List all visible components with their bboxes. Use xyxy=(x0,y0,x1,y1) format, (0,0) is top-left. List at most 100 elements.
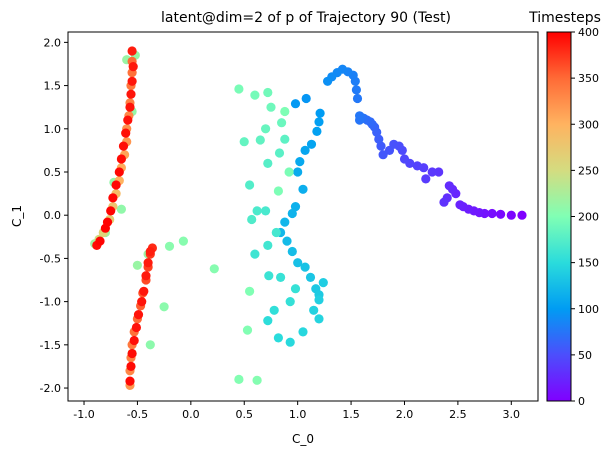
scatter-point xyxy=(517,210,527,220)
x-axis-label: C_0 xyxy=(292,432,314,446)
scatter-point xyxy=(118,141,129,151)
colorbar-tick-label: 0 xyxy=(578,395,585,408)
x-tick-label: -1.0 xyxy=(73,408,94,421)
scatter-point xyxy=(245,180,255,190)
scatter-point xyxy=(116,204,126,214)
scatter-point xyxy=(106,206,116,216)
scatter-point xyxy=(127,348,137,359)
scatter-point xyxy=(300,145,310,155)
scatter-point xyxy=(261,124,271,134)
scatter-point xyxy=(421,174,431,184)
scatter-point xyxy=(263,87,273,98)
scatter-point xyxy=(269,305,279,315)
scatter-point xyxy=(309,305,319,315)
colorbar-tick-label: 200 xyxy=(578,211,599,224)
colorbar-label: Timesteps xyxy=(528,10,601,26)
scatter-point xyxy=(293,258,303,268)
scatter-point xyxy=(351,85,361,95)
x-tick-label: 0.0 xyxy=(182,408,200,421)
scatter-point xyxy=(121,128,131,138)
scatter-point xyxy=(252,206,262,216)
scatter-point xyxy=(264,271,274,281)
scatter-point xyxy=(127,46,137,56)
scatter-point xyxy=(280,217,290,227)
scatter-point xyxy=(352,93,363,104)
scatter-point xyxy=(427,167,437,177)
colorbar-tick-label: 250 xyxy=(578,164,599,177)
scatter-point xyxy=(255,135,265,145)
colorbar xyxy=(546,31,572,402)
scatter-point xyxy=(126,361,136,371)
y-tick-label: -1.5 xyxy=(40,339,61,352)
scatter-point xyxy=(314,314,324,324)
scatter-point xyxy=(506,210,516,220)
scatter-point xyxy=(439,197,449,207)
colorbar-tick-label: 300 xyxy=(578,118,599,131)
y-tick-label: -2.0 xyxy=(40,382,61,395)
scatter-point xyxy=(412,161,422,171)
scatter-point xyxy=(159,302,169,312)
scatter-point xyxy=(315,108,325,118)
scatter-point xyxy=(145,246,155,257)
colorbar-tick-label: 350 xyxy=(578,72,599,85)
scatter-point xyxy=(178,236,188,246)
colorbar-ticks: 0 50 100 150 200 250 300 350 400 xyxy=(571,26,599,408)
scatter-point xyxy=(285,337,295,347)
scatter-point xyxy=(277,118,287,128)
scatter-point xyxy=(95,236,105,246)
scatter-point xyxy=(434,167,444,177)
points-layer xyxy=(90,46,527,390)
x-tick-label: 0.5 xyxy=(236,408,254,421)
scatter-point xyxy=(455,200,465,210)
y-tick-label: 1.0 xyxy=(44,123,62,136)
scatter-point xyxy=(355,111,365,121)
x-tick-label: 1.5 xyxy=(342,408,360,421)
scatter-point xyxy=(234,84,244,94)
scatter-point xyxy=(290,202,301,212)
scatter-point xyxy=(306,139,317,149)
scatter-point xyxy=(245,286,255,296)
x-tick-label: -0.5 xyxy=(127,408,148,421)
scatter-point xyxy=(273,333,283,343)
scatter-point xyxy=(145,340,155,350)
scatter-point xyxy=(276,272,286,282)
scatter-point xyxy=(314,117,324,127)
scatter-point xyxy=(128,62,138,72)
scatter-point xyxy=(263,158,273,168)
scatter-point xyxy=(444,181,454,191)
scatter-point xyxy=(131,322,141,333)
scatter-point xyxy=(125,102,135,112)
scatter-point xyxy=(239,137,249,147)
scatter-point xyxy=(137,297,147,307)
scatter-point xyxy=(116,154,126,164)
scatter-point xyxy=(287,246,297,257)
scatter-point xyxy=(164,241,175,251)
scatter-point xyxy=(132,260,142,270)
y-tick-label: 0.5 xyxy=(44,166,62,179)
scatter-point xyxy=(114,167,124,177)
scatter-point xyxy=(496,209,506,219)
colorbar-tick-label: 150 xyxy=(578,257,599,270)
scatter-point xyxy=(247,214,257,225)
scatter-point xyxy=(111,180,121,190)
plot-frame xyxy=(67,31,539,402)
scatter-point xyxy=(133,310,144,320)
y-axis-ticks: -2.0 -1.5 -1.0 -0.5 0.0 0.5 1.0 1.5 2.0 xyxy=(40,36,68,395)
scatter-point xyxy=(263,240,273,250)
scatter-point xyxy=(295,157,305,167)
scatter-point xyxy=(314,295,324,305)
x-axis-ticks: -1.0 -0.5 0.0 0.5 1.0 1.5 2.0 2.5 3.0 xyxy=(73,401,520,421)
scatter-point xyxy=(250,90,260,100)
y-tick-label: -1.0 xyxy=(40,296,61,309)
scatter-point xyxy=(305,272,316,282)
scatter-point xyxy=(123,115,133,125)
scatter-point xyxy=(273,186,283,196)
scatter-point xyxy=(487,208,497,219)
scatter-point xyxy=(108,193,118,203)
chart-title: latent@dim=2 of p of Trajectory 90 (Test… xyxy=(161,10,451,26)
scatter-point xyxy=(139,286,149,296)
y-tick-label: -0.5 xyxy=(40,252,61,265)
scatter-point xyxy=(250,249,260,259)
scatter-point xyxy=(284,167,294,177)
